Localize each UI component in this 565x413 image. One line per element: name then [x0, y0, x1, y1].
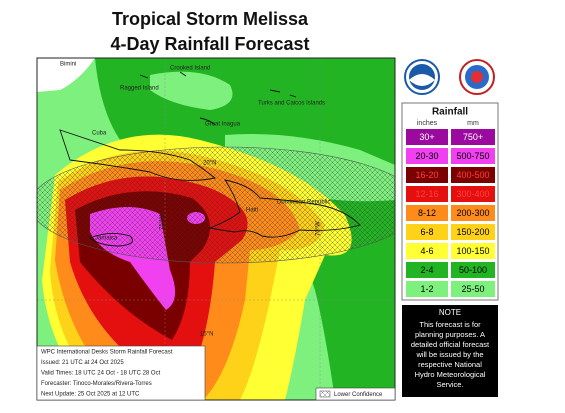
map-label: 75°W	[160, 215, 166, 230]
legend-inches: 4-6	[420, 246, 433, 256]
legend-unit: inches	[417, 120, 438, 127]
map-label: Haiti	[246, 208, 258, 214]
map-label: Turks and Caicos Islands	[258, 101, 325, 107]
legend-mm: 25-50	[461, 284, 484, 294]
legend-mm: 750+	[463, 132, 483, 142]
map-label: 70°W	[316, 221, 322, 236]
legend-mm: 400-500	[456, 170, 489, 180]
info-line: Issued: 21 UTC at 24 Oct 2025	[41, 360, 124, 366]
info-lines: WPC International Desks Storm Rainfall F…	[41, 350, 173, 398]
map-label: Great Inagua	[205, 122, 241, 128]
map-label: 20°N	[203, 161, 216, 167]
legend-title: Rainfall	[432, 107, 468, 118]
note-line: will be issued by the	[415, 350, 483, 359]
legend-swatch	[451, 262, 495, 278]
legend-swatch	[451, 186, 495, 202]
map	[37, 58, 395, 400]
map-label: Dominican Republic	[277, 200, 330, 206]
note-line: planning purposes. A	[415, 330, 485, 339]
note-line: detailed official forecast	[411, 340, 490, 349]
legend-inches: 20-30	[415, 151, 438, 161]
map-label: Ragged Island	[120, 86, 159, 92]
info-box	[36, 345, 206, 401]
legend-swatch	[406, 186, 448, 202]
legend-swatch	[451, 243, 495, 259]
legend-mm: 100-150	[456, 246, 489, 256]
legend-inches: 1-2	[420, 284, 433, 294]
note-line: Service.	[436, 380, 463, 389]
legend-inches: 30+	[419, 132, 434, 142]
map-label: Crooked Island	[170, 66, 210, 72]
legend-mm: 500-750	[456, 151, 489, 161]
legend-swatch	[406, 262, 448, 278]
info-line: Next Update: 25 Oct 2025 at 12 UTC	[41, 392, 140, 398]
legend-swatch	[406, 243, 448, 259]
legend-swatch	[451, 281, 495, 297]
map-label: Cuba	[92, 131, 107, 137]
legend-mm: 150-200	[456, 227, 489, 237]
map-label: Jamaica	[95, 236, 118, 242]
note-title: NOTE	[439, 308, 461, 317]
legend-swatch	[451, 167, 495, 183]
note-box	[402, 305, 498, 397]
legend-inches: 2-4	[420, 265, 433, 275]
legend-mm: 200-300	[456, 208, 489, 218]
legend-swatch	[406, 281, 448, 297]
legend-inches: 6-8	[420, 227, 433, 237]
title-line: Tropical Storm Melissa	[112, 9, 309, 29]
confidence-key	[315, 387, 396, 401]
legend-inches: 12-16	[415, 189, 438, 199]
note-line: Hydro Meteorological	[415, 370, 486, 379]
title-line: 4-Day Rainfall Forecast	[110, 34, 309, 54]
info-line: Forecaster: Tinoco-Morales/Rivera-Torres	[41, 381, 152, 387]
legend-swatch	[451, 129, 495, 145]
legend-swatch	[451, 205, 495, 221]
map-label: Bimini	[60, 62, 76, 68]
confidence-label: Lower Confidence	[334, 392, 383, 398]
legend-swatch	[406, 167, 448, 183]
legend-swatch	[451, 224, 495, 240]
logos	[404, 59, 495, 95]
legend-swatch	[406, 205, 448, 221]
legend-swatch	[451, 148, 495, 164]
legend-mm: 300-400	[456, 189, 489, 199]
note-line: respective National	[418, 360, 482, 369]
legend-inches: 16-20	[415, 170, 438, 180]
legend-inches: 8-12	[418, 208, 436, 218]
legend-swatch	[406, 148, 448, 164]
note-line: This forecast is for	[419, 320, 481, 329]
info-line: Valid Times: 18 UTC 24 Oct - 18 UTC 28 O…	[41, 371, 161, 377]
legend-swatch	[406, 224, 448, 240]
legend-mm: 50-100	[459, 265, 487, 275]
legend: Rainfall inches mm 30+ 750+ 20-30 500-750 16-20…	[406, 107, 495, 297]
legend-unit: mm	[467, 120, 479, 127]
legend-swatch	[406, 129, 448, 145]
info-line: WPC International Desks Storm Rainfall F…	[41, 350, 173, 356]
map-label: 15°N	[200, 332, 213, 338]
